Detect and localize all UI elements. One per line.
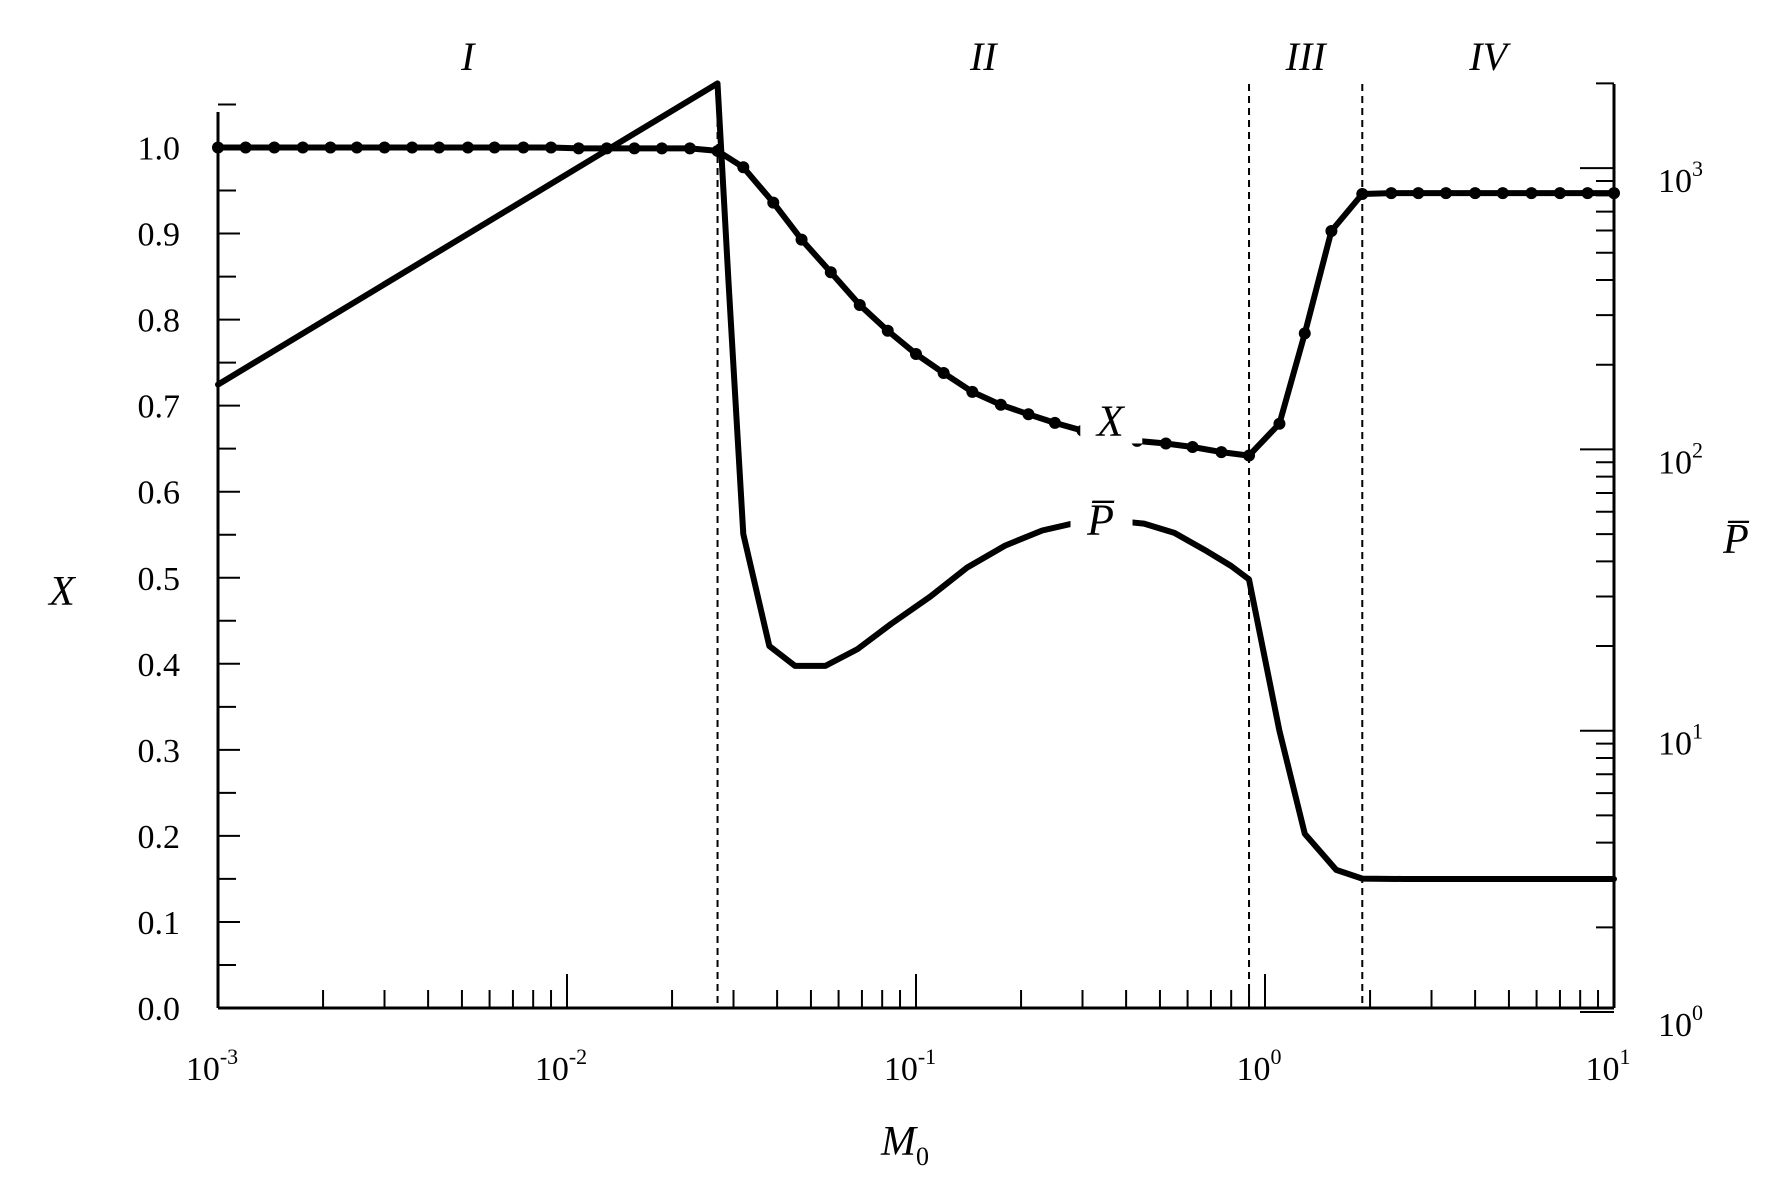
data-point — [296, 141, 309, 154]
y-left-tick-label: 0.4 — [138, 647, 181, 684]
x-tick-label: 100 — [1237, 1044, 1282, 1088]
region-label: II — [969, 34, 998, 79]
series-line — [215, 80, 1617, 882]
data-point — [1022, 408, 1035, 421]
data-point — [488, 141, 501, 154]
y-left-tick-label: 0.9 — [138, 217, 181, 254]
data-point — [1186, 440, 1199, 453]
region-dividers — [716, 84, 1364, 1008]
data-point — [1273, 417, 1286, 430]
region-label: III — [1285, 34, 1328, 79]
y-left-tick-label: 0.1 — [138, 905, 181, 942]
data-point — [994, 398, 1007, 411]
region-label: I — [460, 34, 476, 79]
data-point — [1385, 187, 1398, 200]
data-point — [737, 161, 750, 174]
data-point — [1298, 327, 1311, 340]
curve-label: X — [1095, 396, 1126, 445]
data-point — [545, 141, 558, 154]
y-left-title: X — [47, 569, 77, 615]
curve-label: P̅ — [1086, 495, 1115, 544]
series-line — [215, 144, 1617, 459]
y-left-tick-label: 0.3 — [138, 733, 181, 770]
data-point — [1608, 187, 1620, 200]
y-right-tick-label: 102 — [1658, 437, 1703, 481]
data-point — [1412, 187, 1425, 200]
region-labels: I II III IV — [460, 34, 1511, 79]
data-point — [1525, 187, 1538, 200]
data-point — [433, 141, 446, 154]
data-point — [1496, 187, 1509, 200]
region-label: IV — [1468, 34, 1511, 79]
data-point — [572, 142, 585, 155]
right-y-axis: 100 101 102 103 — [1580, 82, 1703, 1044]
left-y-axis: 0.0 0.1 0.2 0.3 0.4 0.5 0.6 0.7 0.8 0.9 1.0 — [138, 103, 240, 1028]
data-point — [628, 142, 641, 155]
series-layer — [212, 80, 1620, 882]
y-left-tick-label: 0.5 — [138, 561, 181, 598]
data-point — [937, 366, 950, 379]
y-left-tick-label: 0.2 — [138, 819, 181, 856]
data-point — [1048, 416, 1061, 429]
x-axis: 10-3 10-2 10-1 100 101 — [186, 974, 1631, 1088]
data-point — [1215, 446, 1228, 459]
data-point — [881, 324, 894, 337]
data-point — [1243, 449, 1256, 462]
data-point — [1325, 224, 1338, 237]
data-point — [406, 141, 419, 154]
curve-labels: X P̅ — [1070, 393, 1143, 544]
plot-frame — [216, 84, 1616, 1010]
data-point — [239, 141, 252, 154]
data-point — [461, 141, 474, 154]
y-left-tick-label: 0.7 — [138, 389, 181, 426]
x-tick-label: 10-1 — [884, 1044, 936, 1088]
data-point — [795, 233, 808, 246]
data-point — [268, 141, 281, 154]
data-point — [910, 348, 922, 361]
x-tick-label: 10-3 — [186, 1044, 238, 1088]
y-left-tick-label: 0.0 — [138, 991, 181, 1028]
y-right-tick-label: 101 — [1658, 719, 1703, 763]
data-point — [1159, 437, 1172, 450]
data-point — [378, 141, 391, 154]
data-point — [1439, 187, 1452, 200]
y-left-tick-label: 0.8 — [138, 303, 181, 340]
x-tick-label: 101 — [1586, 1044, 1631, 1088]
x-axis-title: M0 — [880, 1119, 929, 1171]
data-point — [966, 385, 979, 398]
curve-label-mask — [1080, 393, 1143, 444]
data-point — [853, 298, 866, 311]
data-point — [683, 142, 696, 155]
data-point — [1356, 187, 1369, 200]
data-point — [824, 266, 837, 279]
data-point — [655, 142, 668, 155]
data-point — [324, 141, 337, 154]
data-point — [767, 196, 780, 209]
axis-titles: M0 X P̅ — [47, 517, 1749, 1171]
y-right-title: P̅ — [1722, 517, 1749, 563]
data-point — [1581, 187, 1594, 200]
x-tick-label: 10-2 — [535, 1044, 587, 1088]
data-point — [517, 141, 530, 154]
data-point — [350, 141, 363, 154]
y-right-tick-label: 100 — [1658, 1000, 1703, 1044]
y-left-tick-label: 1.0 — [138, 131, 181, 168]
data-point — [1469, 187, 1482, 200]
curve-label-mask — [1070, 492, 1133, 543]
data-point — [212, 141, 224, 154]
data-point — [1553, 187, 1566, 200]
y-right-tick-label: 103 — [1658, 156, 1703, 200]
y-left-tick-label: 0.6 — [138, 475, 181, 512]
